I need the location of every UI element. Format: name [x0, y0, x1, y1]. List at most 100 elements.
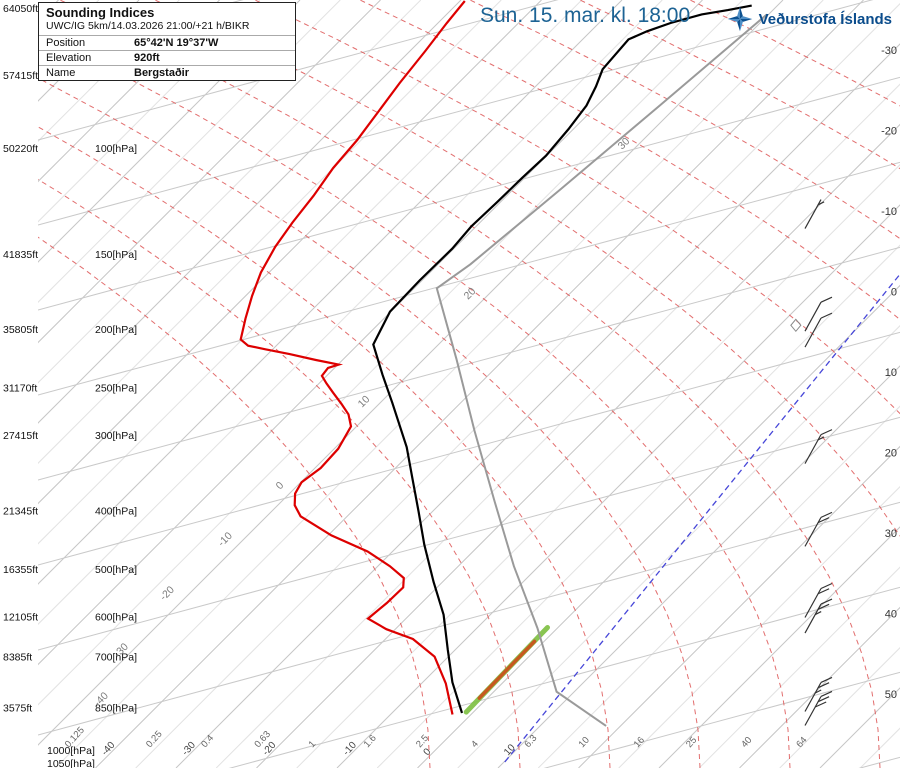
- info-value-elevation: 920ft: [134, 52, 160, 64]
- moist-adiabat-line: [254, 0, 900, 415]
- dry-adiabat-line: [38, 76, 900, 311]
- pressure-label: 850[hPa]: [95, 703, 137, 715]
- isotherm-line: [38, 0, 220, 183]
- right-temp-label: -20: [881, 126, 897, 138]
- wind-barb-stroke: [820, 690, 833, 698]
- pressure-label: 700[hPa]: [95, 652, 137, 664]
- right-temp-label: -10: [881, 206, 897, 218]
- dry-adiabat-line: [38, 0, 874, 226]
- wind-barb-stroke: [820, 312, 833, 319]
- dry-adiabat-line: [543, 671, 900, 768]
- isotherm-line: [38, 0, 261, 223]
- dry-adiabat-line: [38, 416, 900, 651]
- wind-barb-stroke: [817, 682, 830, 689]
- isotherm-line: [175, 43, 900, 768]
- pressure-label: 500[hPa]: [95, 564, 137, 576]
- wind-barb-stroke: [804, 517, 822, 547]
- dry-adiabat-line: [38, 331, 900, 566]
- mixing-ratio-label: 1.6: [362, 733, 379, 750]
- diagonal-grid-label: 20: [462, 285, 479, 302]
- moist-adiabat-line: [38, 178, 521, 768]
- isotherm-line: [698, 566, 900, 768]
- isotherm-line: [38, 0, 542, 505]
- bottom-temp-label: -40: [100, 740, 118, 758]
- wind-barb-stroke: [820, 676, 833, 684]
- pressure-label: 250[hPa]: [95, 383, 137, 395]
- wind-barb-stroke: [804, 301, 822, 332]
- pressure-label: 200[hPa]: [95, 324, 137, 336]
- altitude-label: 41835ft: [3, 249, 38, 261]
- moist-adiabat-line: [38, 77, 701, 768]
- mixing-ratio-label: 64: [794, 735, 809, 750]
- pressure-label: 100[hPa]: [95, 143, 137, 155]
- info-label-name: Name: [46, 67, 76, 79]
- mixing-ratio-label: 10: [577, 735, 592, 750]
- wind-barb-stroke: [804, 696, 822, 726]
- isotherm-line: [215, 83, 900, 768]
- wind-barb-stroke: [814, 689, 822, 694]
- right-temp-label: 10: [885, 367, 897, 379]
- mixing-ratio-label: 4: [469, 739, 481, 750]
- diagonal-grid-label: 30: [616, 135, 633, 152]
- moist-adiabat-line: [579, 0, 900, 170]
- isotherm-line: [38, 0, 301, 263]
- mixing-ratio-label: 0.4: [199, 733, 216, 750]
- right-temp-label: 20: [885, 448, 897, 460]
- right-temp-label: -30: [881, 45, 897, 57]
- wind-barb-stroke: [817, 588, 830, 595]
- axis-labels: 64050ft 57415ft 50220ft 100[hPa] 41835ft 150[…: [3, 3, 897, 768]
- isotherm-line: [537, 405, 900, 768]
- altitude-label: 50220ft: [3, 143, 38, 155]
- pressure-label: 400[hPa]: [95, 505, 137, 517]
- isotherm-line: [38, 0, 663, 625]
- wind-barb-stroke: [820, 598, 833, 605]
- bottom-temp-label: -10: [341, 740, 359, 758]
- mixing-ratio-label: 40: [739, 735, 754, 750]
- isotherm-line: [336, 204, 900, 768]
- info-box-title: Sounding Indices: [46, 5, 155, 20]
- wind-barb-stroke: [817, 696, 830, 703]
- pressure-label: 300[hPa]: [95, 430, 137, 442]
- imo-logo-text: Veðurstofa Íslands: [758, 10, 892, 28]
- dry-adiabat-line: [228, 586, 900, 768]
- altitude-label: 31170ft: [3, 383, 37, 395]
- pressure-label: 600[hPa]: [95, 611, 137, 623]
- diagonal-grid-label: -20: [158, 584, 177, 603]
- altitude-label: 8385ft: [3, 652, 32, 664]
- info-row-position: Position 65°42'N 19°37'W: [39, 35, 295, 50]
- isotherm-line: [296, 164, 900, 768]
- moist-adiabat-line: [359, 0, 900, 321]
- imo-logo: Veðurstofa Íslands: [727, 6, 892, 32]
- isotherm-line: [256, 123, 900, 768]
- isotherm-line: [819, 687, 900, 768]
- wind-barb-stroke: [814, 701, 827, 708]
- moist-adiabat-line: [38, 126, 611, 768]
- moist-adiabat-line: [154, 0, 900, 537]
- dewpoint-curve: [239, 0, 466, 715]
- isotherm-line: [38, 0, 623, 585]
- altitude-label: 3575ft: [3, 703, 32, 715]
- altitude-label: 27415ft: [3, 430, 38, 442]
- isotherm-line: [38, 0, 422, 384]
- isotherm-line: [578, 445, 900, 768]
- wind-barb-stroke: [814, 611, 822, 616]
- isotherm-line: [618, 486, 900, 768]
- isotherm-line: [38, 0, 502, 464]
- wind-barb-stroke: [817, 201, 825, 206]
- mixing-ratio-label: 0.25: [144, 729, 165, 750]
- wind-barb-stroke: [820, 511, 833, 518]
- info-box-model-line: UWC/IG 5km/14.03.2026 21:00/+21 h/BIKR: [46, 20, 250, 32]
- lifted-segment-orange-curve: [477, 639, 537, 700]
- bottom-temp-label: 0: [422, 746, 434, 758]
- info-label-position: Position: [46, 37, 86, 49]
- isotherm-line: [38, 0, 180, 142]
- moist-adiabat-line: [469, 0, 900, 240]
- altitude-label: 35805ft: [3, 324, 38, 336]
- moist-adiabat-line: [38, 32, 791, 768]
- isotherm-line: [38, 0, 703, 666]
- sounding-curves: [239, 0, 900, 763]
- wind-barb-stroke: [820, 582, 833, 590]
